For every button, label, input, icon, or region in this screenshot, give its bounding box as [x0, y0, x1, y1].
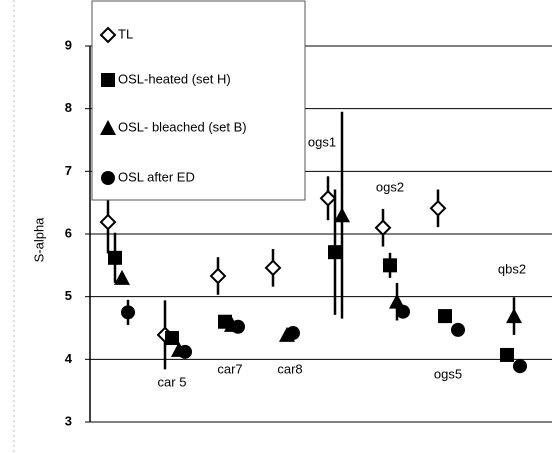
marker: [121, 305, 135, 320]
category-label: ogs5: [434, 366, 462, 381]
marker: [396, 304, 410, 319]
marker: [319, 189, 337, 207]
marker: [513, 359, 527, 374]
marker: [429, 199, 447, 217]
y-tick-label: 3: [65, 413, 72, 428]
marker: [108, 250, 122, 265]
legend-label: OSL- bleached (set B): [118, 119, 247, 134]
category-label: ogs2: [376, 179, 404, 194]
marker: [209, 267, 227, 285]
legend-label: TL: [118, 26, 133, 41]
marker: [506, 308, 522, 324]
category-label: qbs2: [498, 261, 526, 276]
marker: [286, 326, 300, 341]
marker: [389, 293, 405, 309]
marker: [328, 245, 342, 260]
category-label: car 5: [158, 374, 187, 389]
category-label: ogs1: [308, 134, 336, 149]
marker: [99, 213, 117, 231]
y-tick-label: 9: [65, 37, 72, 52]
y-tick-label: 8: [65, 100, 72, 115]
legend-label: OSL after ED: [118, 169, 195, 184]
y-tick-label: 5: [65, 288, 72, 303]
marker: [178, 344, 192, 359]
y-tick-label: 4: [65, 351, 73, 366]
legend-box: [91, 0, 306, 201]
marker: [165, 331, 179, 346]
marker: [231, 319, 245, 334]
marker: [114, 269, 130, 285]
legend-marker: [101, 73, 115, 87]
legend-marker: [100, 120, 116, 135]
y-tick-label: 6: [65, 225, 72, 240]
category-label: car8: [277, 361, 302, 376]
y-tick-label: 7: [65, 163, 72, 178]
legend-marker: [99, 26, 117, 44]
marker: [334, 207, 350, 223]
marker: [451, 322, 465, 337]
marker: [264, 259, 282, 277]
marker: [383, 258, 397, 273]
category-label: car7: [217, 361, 242, 376]
y-axis-label: S-alpha: [31, 217, 46, 263]
marker: [374, 219, 392, 237]
legend-label: OSL-heated (set H): [118, 71, 231, 86]
marker: [438, 309, 452, 324]
legend-marker: [101, 171, 115, 185]
marker: [500, 347, 514, 362]
